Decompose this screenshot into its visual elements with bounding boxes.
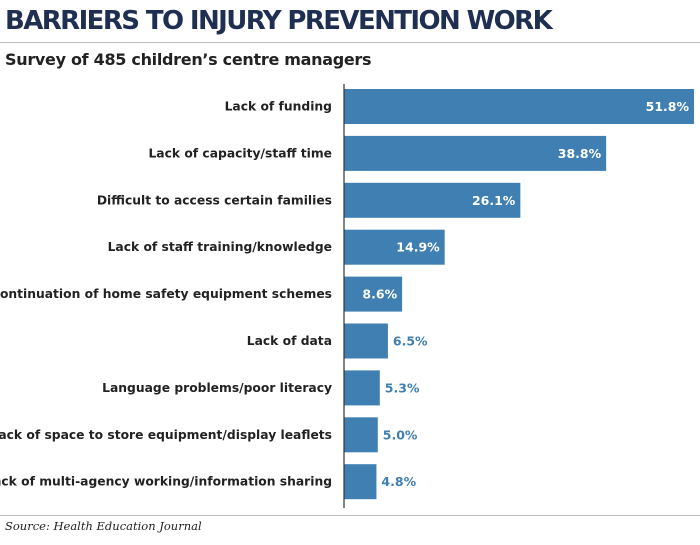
source-divider (0, 515, 700, 516)
value-label: 14.9% (396, 240, 440, 255)
category-label: Lack of staff training/knowledge (108, 240, 332, 254)
value-label: 38.8% (558, 146, 602, 161)
bar (344, 89, 694, 124)
category-label: Lack of space to store equipment/display… (0, 428, 332, 442)
category-label: Discontinuation of home safety equipment… (0, 287, 332, 301)
value-label: 5.3% (385, 380, 420, 395)
category-label: Lack of capacity/staff time (148, 146, 332, 160)
bar (344, 276, 403, 312)
value-label: 51.8% (646, 99, 690, 114)
source-note: Source: Health Education Journal (5, 519, 202, 533)
value-label: 6.5% (393, 334, 428, 349)
category-label: Lack of funding (225, 100, 332, 114)
bar (344, 135, 607, 171)
bar (344, 182, 521, 218)
value-labels: 51.8% 38.8% 26.1% 14.9% 8.6% 6.5% 5.3% 5.0% 4.8% (362, 99, 689, 489)
category-labels: Lack of funding Lack of capacity/staff ti… (0, 100, 332, 489)
bar (344, 323, 388, 359)
category-label: Lack of multi-agency working/information… (0, 475, 332, 489)
category-label: Language problems/poor literacy (102, 381, 332, 395)
title-divider (0, 42, 700, 43)
category-label: Lack of data (247, 334, 332, 348)
bar (344, 417, 378, 453)
chart-subtitle: Survey of 485 children’s centre managers (5, 50, 372, 69)
bar (344, 370, 380, 406)
value-label: 26.1% (472, 193, 516, 208)
bar (344, 464, 377, 500)
category-label: Difficult to access certain families (97, 193, 332, 207)
bars (344, 89, 694, 500)
bar (344, 229, 445, 265)
chart-title: BARRIERS TO INJURY PREVENTION WORK (5, 6, 553, 36)
value-label: 4.8% (381, 474, 416, 489)
value-label: 8.6% (362, 287, 397, 302)
value-label: 5.0% (383, 427, 418, 442)
